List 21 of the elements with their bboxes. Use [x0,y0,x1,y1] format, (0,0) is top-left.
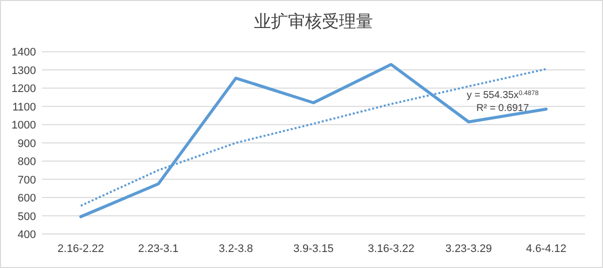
y-tick-label: 900 [18,138,36,150]
y-tick-label: 1000 [12,120,36,132]
y-tick-label: 1100 [12,101,36,114]
x-tick-label: 3.2-3.8 [218,243,254,255]
x-tick-label: 3.16-3.22 [368,243,414,255]
y-tick-label: 800 [18,156,36,168]
x-tick-label: 2.16-2.22 [58,243,104,255]
y-tick-label: 1200 [12,83,36,96]
y-tick-label: 600 [18,192,36,205]
x-tick-label: 2.23-3.1 [138,243,179,255]
y-tick-label: 700 [18,174,36,186]
x-tick-label: 4.6-4.12 [526,243,566,255]
y-tick-label: 1400 [12,46,36,59]
chart-title: 业扩审核受理量 [254,12,373,31]
y-tick-label: 500 [18,210,36,223]
x-tick-label: 3.9-3.15 [293,243,334,255]
annotation: y = 554.35x$^{0.4878}$ [466,90,539,102]
y-tick-label: 1300 [12,64,36,77]
x-tick-label: 3.23-3.29 [445,243,492,255]
y-tick-label: 400 [18,229,36,241]
annotation: R² = 0.6917 [476,103,530,114]
